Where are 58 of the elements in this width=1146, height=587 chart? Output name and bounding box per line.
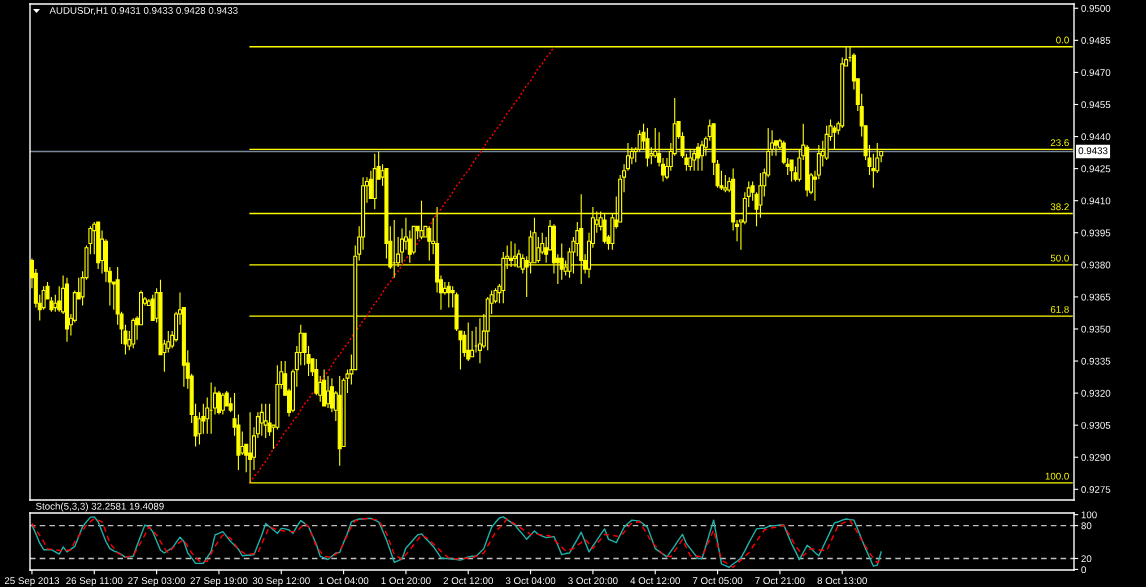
y-tick-label: 0.9485 <box>1081 37 1111 44</box>
x-tick-label: 27 Sep 03:00 <box>128 577 186 587</box>
y-tick-label: 0.9275 <box>1081 486 1111 493</box>
x-tick-label: 3 Oct 20:00 <box>568 577 618 585</box>
candlestick <box>372 153 377 210</box>
y-tick-label: 0.9440 <box>1081 133 1111 141</box>
x-tick-label: 7 Oct 05:00 <box>692 577 743 585</box>
candlestick <box>263 403 268 439</box>
y-tick-label: 0.9380 <box>1081 261 1111 269</box>
series-label: 50.0 <box>1050 254 1069 262</box>
y-tick-label: 0.9470 <box>1081 69 1111 77</box>
y-tick-label: 20 <box>1081 555 1092 563</box>
candlestick <box>723 174 728 193</box>
candlestick <box>446 281 451 309</box>
candlestick <box>220 392 225 416</box>
candlestick <box>216 390 221 416</box>
y-tick-label: 0.9425 <box>1081 165 1111 173</box>
chart-title: Stoch(5,3,3) 32.2581 19.4089 <box>36 502 164 512</box>
y-tick-label: 0.9335 <box>1081 357 1111 365</box>
candlestick <box>131 317 136 349</box>
candlestick <box>259 403 264 437</box>
y-tick-label: 0.9395 <box>1081 229 1111 237</box>
y-tick-label: 0.9365 <box>1081 293 1111 301</box>
y-tick-label: 0.9410 <box>1081 197 1111 205</box>
y-tick-label: 80 <box>1081 522 1092 530</box>
ref-line-label: 0.9433 <box>1078 147 1108 155</box>
candlestick <box>466 321 471 362</box>
y-tick-label: 0.9455 <box>1081 101 1111 109</box>
series-label: 38.2 <box>1050 203 1069 211</box>
x-tick-label: 25 Sep 2013 <box>4 577 60 587</box>
candlestick <box>322 369 327 407</box>
x-tick-label: 3 Oct 04:00 <box>505 577 556 585</box>
line-series <box>249 46 555 484</box>
series-label: 23.6 <box>1050 139 1069 147</box>
y-tick-label: 0 <box>1081 566 1086 574</box>
y-tick-label: 0.9320 <box>1081 389 1111 397</box>
chart-title: AUDUSDr,H1 0.9431 0.9433 0.9428 0.9433 <box>49 7 238 16</box>
x-tick-label: 1 Oct 04:00 <box>319 577 369 585</box>
y-tick-label: 0.9305 <box>1081 421 1111 429</box>
x-tick-label: 2 Oct 12:00 <box>443 577 493 585</box>
series-label: 100.0 <box>1045 472 1069 480</box>
series-label: 61.8 <box>1050 305 1069 313</box>
candlestick <box>64 277 70 343</box>
candlestick <box>96 221 101 270</box>
candlestick <box>789 159 794 183</box>
x-tick-label: 30 Sep 12:00 <box>252 577 310 587</box>
x-tick-label: 1 Oct 20:00 <box>381 577 431 585</box>
y-tick-label: 0.9290 <box>1081 453 1111 461</box>
x-tick-label: 27 Sep 19:00 <box>190 577 248 587</box>
series-label: 0.0 <box>1056 36 1069 44</box>
x-tick-label: 4 Oct 12:00 <box>630 577 680 585</box>
x-tick-label: 8 Oct 13:00 <box>817 577 867 585</box>
y-tick-label: 0.9500 <box>1081 5 1111 12</box>
x-tick-label: 26 Sep 11:00 <box>66 577 123 587</box>
x-tick-label: 7 Oct 21:00 <box>755 577 805 585</box>
candlestick <box>209 381 214 435</box>
y-tick-label: 0.9350 <box>1081 325 1111 333</box>
y-tick-label: 100 <box>1081 511 1097 519</box>
